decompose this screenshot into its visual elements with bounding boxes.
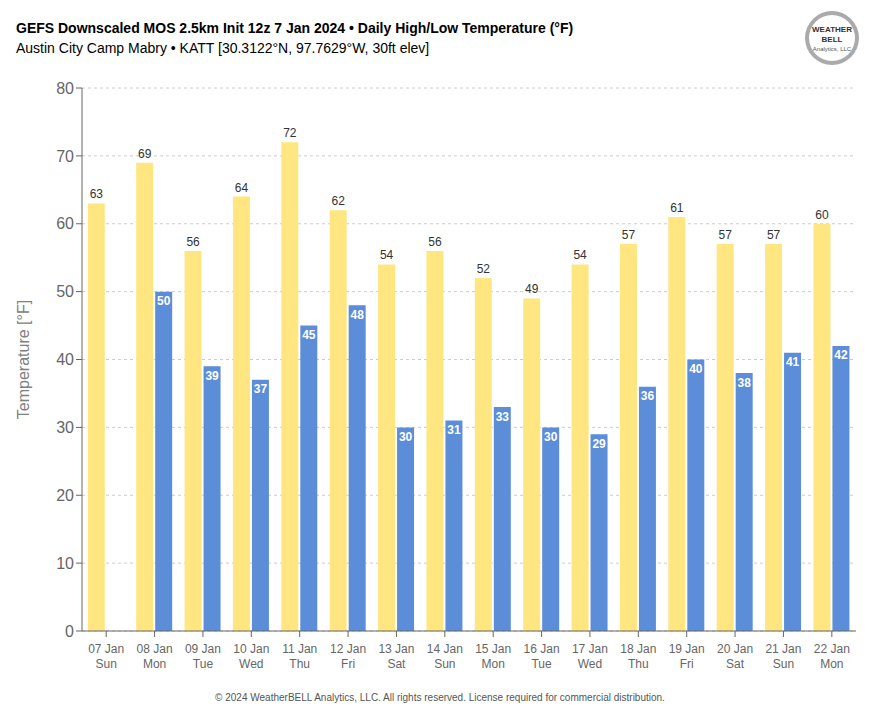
- svg-text:69: 69: [138, 147, 152, 161]
- svg-text:18 JanThu: 18 JanThu: [620, 642, 656, 671]
- svg-text:WEATHER: WEATHER: [812, 25, 852, 34]
- svg-text:64: 64: [235, 181, 249, 195]
- svg-text:38: 38: [738, 376, 752, 390]
- svg-text:33: 33: [496, 410, 510, 424]
- svg-text:16 JanTue: 16 JanTue: [524, 642, 560, 671]
- svg-text:Analytics, LLC: Analytics, LLC: [813, 46, 852, 52]
- svg-text:61: 61: [670, 201, 684, 215]
- svg-text:21 JanSun: 21 JanSun: [765, 642, 801, 671]
- svg-text:31: 31: [447, 423, 461, 437]
- svg-text:54: 54: [573, 248, 587, 262]
- svg-text:48: 48: [351, 308, 365, 322]
- svg-text:57: 57: [767, 228, 781, 242]
- svg-text:70: 70: [56, 148, 74, 165]
- svg-text:36: 36: [641, 389, 655, 403]
- svg-text:62: 62: [332, 194, 346, 208]
- svg-text:10 JanWed: 10 JanWed: [233, 642, 269, 671]
- svg-text:37: 37: [254, 382, 268, 396]
- svg-text:60: 60: [815, 208, 829, 222]
- svg-text:19 JanFri: 19 JanFri: [669, 642, 705, 671]
- svg-text:56: 56: [428, 235, 442, 249]
- svg-text:41: 41: [786, 355, 800, 369]
- svg-text:40: 40: [689, 362, 703, 376]
- svg-text:20 JanSat: 20 JanSat: [717, 642, 753, 671]
- svg-text:50: 50: [56, 283, 74, 300]
- svg-text:54: 54: [380, 248, 394, 262]
- svg-text:08 JanMon: 08 JanMon: [137, 642, 173, 671]
- svg-text:30: 30: [56, 419, 74, 436]
- svg-text:80: 80: [56, 80, 74, 97]
- svg-text:Temperature [°F]: Temperature [°F]: [15, 300, 32, 419]
- svg-text:56: 56: [186, 235, 200, 249]
- svg-text:20: 20: [56, 487, 74, 504]
- svg-text:13 JanSat: 13 JanSat: [378, 642, 414, 671]
- svg-text:57: 57: [719, 228, 733, 242]
- svg-text:29: 29: [592, 437, 606, 451]
- svg-text:09 JanTue: 09 JanTue: [185, 642, 221, 671]
- svg-text:12 JanFri: 12 JanFri: [330, 642, 366, 671]
- svg-text:30: 30: [544, 430, 558, 444]
- svg-text:50: 50: [157, 294, 171, 308]
- svg-text:11 JanThu: 11 JanThu: [282, 642, 317, 671]
- html-text:Austin City Camp Mabry • KATT: Austin City Camp Mabry • KATT [30.3122°N…: [16, 40, 430, 56]
- html-text:GEFS Downscaled MOS 2.5km Init: GEFS Downscaled MOS 2.5km Init 12z 7 Jan…: [16, 20, 574, 36]
- svg-text:14 JanSun: 14 JanSun: [427, 642, 463, 671]
- html-text:© 2024 WeatherBELL Analytics,: © 2024 WeatherBELL Analytics, LLC. All r…: [215, 692, 665, 703]
- svg-text:49: 49: [525, 282, 539, 296]
- svg-text:57: 57: [622, 228, 636, 242]
- svg-text:42: 42: [834, 348, 848, 362]
- svg-text:40: 40: [56, 351, 74, 368]
- svg-text:10: 10: [56, 555, 74, 572]
- svg-text:39: 39: [205, 369, 219, 383]
- svg-text:BELL: BELL: [822, 35, 843, 44]
- svg-text:30: 30: [399, 430, 413, 444]
- svg-text:52: 52: [477, 262, 491, 276]
- svg-text:0: 0: [65, 623, 74, 640]
- svg-text:15 JanMon: 15 JanMon: [475, 642, 511, 671]
- svg-text:60: 60: [56, 215, 74, 232]
- svg-text:07 JanSun: 07 JanSun: [88, 642, 124, 671]
- svg-text:22 JanMon: 22 JanMon: [814, 642, 850, 671]
- svg-text:45: 45: [302, 328, 316, 342]
- svg-text:17 JanWed: 17 JanWed: [572, 642, 608, 671]
- svg-text:63: 63: [90, 187, 104, 201]
- svg-text:72: 72: [283, 126, 297, 140]
